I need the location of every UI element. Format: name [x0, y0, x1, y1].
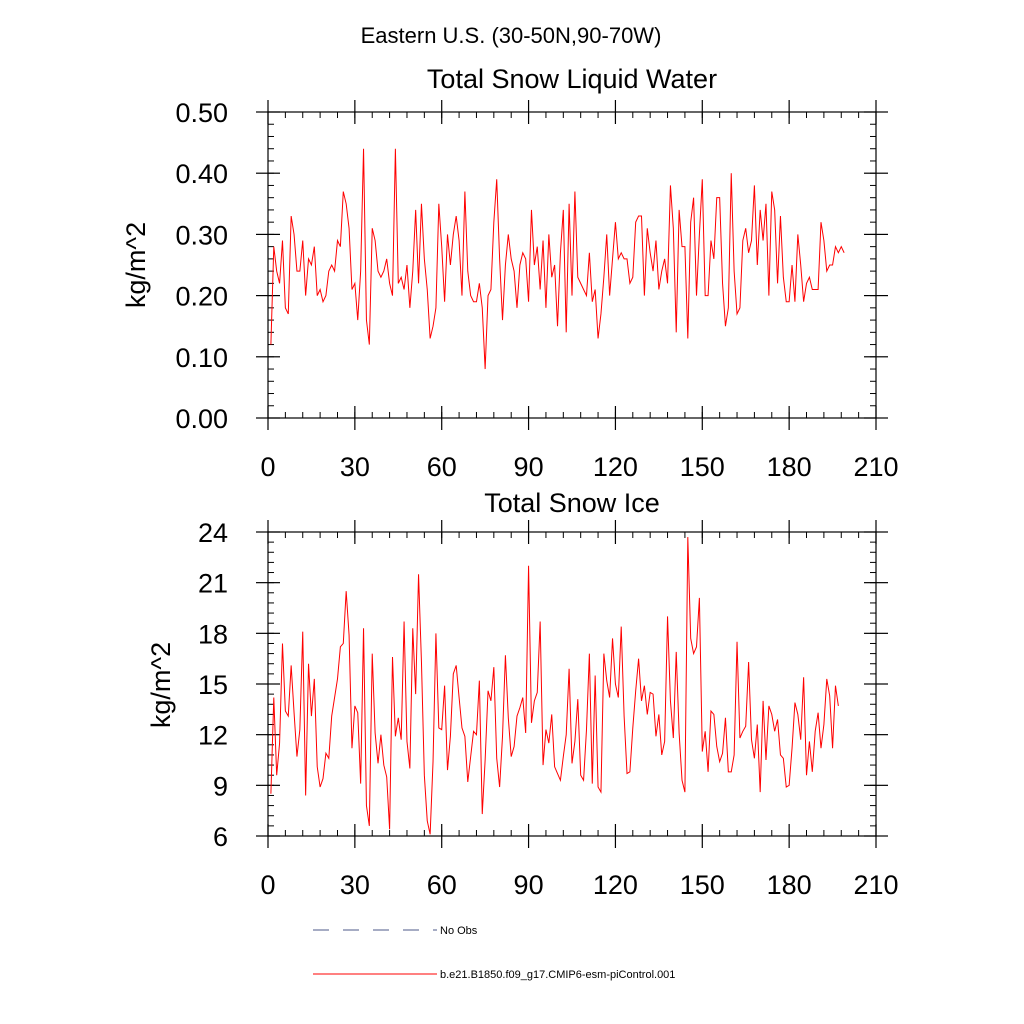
chart-1-y-tick-label: 0.00: [175, 404, 228, 434]
chart-2-y-tick-label: 9: [213, 771, 228, 801]
chart-2-x-tick-label: 120: [593, 870, 638, 900]
chart-2-y-tick-label: 24: [198, 518, 228, 548]
chart-1-y-tick-label: 0.40: [175, 159, 228, 189]
chart-2-x-tick-label: 60: [427, 870, 457, 900]
legend-label-model: b.e21.B1850.f09_g17.CMIP6-esm-piControl.…: [440, 969, 675, 981]
chart-1-x-tick-label: 150: [680, 452, 725, 482]
legend-label-no-obs: No Obs: [440, 925, 478, 937]
chart-1-title: Total Snow Liquid Water: [427, 64, 717, 94]
chart-2-series-line-0: [270, 537, 839, 835]
chart-1-x-tick-label: 210: [853, 452, 898, 482]
chart-2-series-group: [270, 537, 839, 835]
chart-1-y-tick-label: 0.30: [175, 220, 228, 250]
chart-1-x-tick-label: 0: [260, 452, 275, 482]
chart-1-y-tick-label: 0.50: [175, 98, 228, 128]
chart-1-x-tick-label: 90: [514, 452, 544, 482]
chart-1-x-tick-label: 30: [340, 452, 370, 482]
legend: No Obs b.e21.B1850.f09_g17.CMIP6-esm-piC…: [313, 925, 675, 981]
chart-1-y-tick-label: 0.20: [175, 282, 228, 312]
chart-1-series-group: [270, 148, 845, 370]
chart-2-y-tick-label: 21: [198, 569, 228, 599]
chart-2-x-tick-label: 30: [340, 870, 370, 900]
chart-1-plot-frame: [267, 111, 877, 419]
chart-2-y-tick-label: 6: [213, 822, 228, 852]
chart-2-y-tick-label: 15: [198, 670, 228, 700]
chart-1-ylabel: kg/m^2: [121, 222, 151, 308]
chart-2-x-tick-label: 0: [260, 870, 275, 900]
chart-2-x-tick-label: 90: [514, 870, 544, 900]
chart-1-series-line-0: [270, 148, 845, 370]
chart-2-plot-frame: [267, 531, 877, 837]
chart-2-title: Total Snow Ice: [484, 488, 660, 518]
chart-1-x-tick-label: 180: [767, 452, 812, 482]
chart-2-x-tick-label: 210: [853, 870, 898, 900]
chart-2-y-ticks: 6 9 12 15 18 21 24: [198, 518, 888, 852]
chart-1-y-tick-label: 0.10: [175, 343, 228, 373]
chart-2-ylabel: kg/m^2: [146, 642, 176, 728]
chart-2-x-tick-label: 180: [767, 870, 812, 900]
chart-1-x-tick-label: 60: [427, 452, 457, 482]
chart-2-y-tick-label: 12: [198, 721, 228, 751]
chart-2: Total Snow Ice kg/m^2 0 30 60 90 120 150 180 21…: [146, 488, 899, 900]
chart-1-y-ticks: 0.00 0.10 0.20 0.30 0.40 0.50: [175, 98, 888, 434]
chart-2-x-tick-label: 150: [680, 870, 725, 900]
chart-1-x-ticks: 0 30 60 90 120 150 180 210: [260, 100, 899, 482]
chart-1: Total Snow Liquid Water kg/m^2 0 30 60 90 12…: [121, 64, 899, 482]
chart-2-y-tick-label: 18: [198, 619, 228, 649]
figure-super-title: Eastern U.S. (30-50N,90-70W): [361, 23, 662, 48]
chart-1-x-tick-label: 120: [593, 452, 638, 482]
